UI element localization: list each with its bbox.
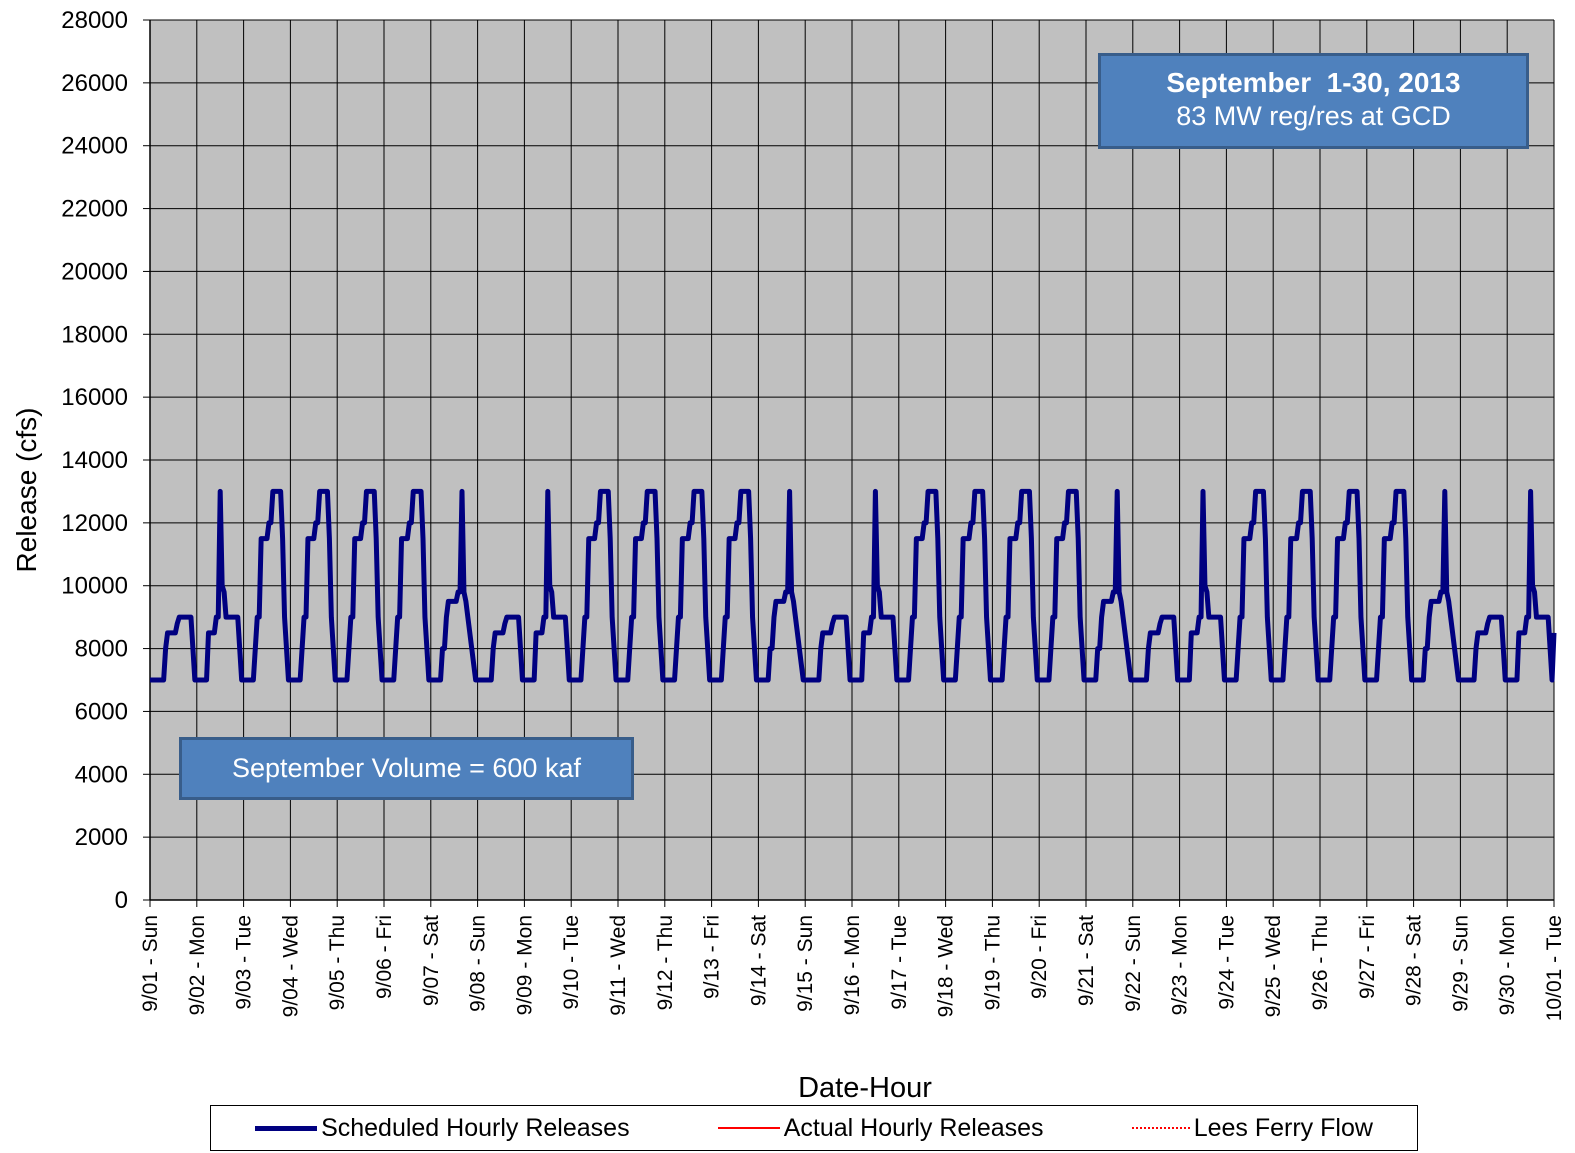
- y-axis-label: Release (cfs): [11, 408, 42, 573]
- legend-item-actual: Actual Hourly Releases: [717, 1113, 1044, 1143]
- chart-subtitle: 83 MW reg/res at GCD: [1176, 101, 1451, 131]
- legend-label-actual: Actual Hourly Releases: [783, 1113, 1044, 1142]
- y-tick-label: 24000: [61, 133, 128, 160]
- x-tick-label: 9/06 - Fri: [373, 915, 396, 999]
- legend-swatch-actual: [717, 1127, 780, 1129]
- x-tick-label: 9/03 - Tue: [233, 915, 256, 1010]
- y-tick-label: 20000: [61, 258, 128, 285]
- legend-item-lees-ferry: Lees Ferry Flow: [1131, 1113, 1373, 1143]
- x-tick-label: 9/24 - Tue: [1215, 915, 1238, 1010]
- chart-title-box: September 1-30, 2013 83 MW reg/res at GC…: [1098, 53, 1529, 149]
- x-tick-label: 9/17 - Tue: [888, 915, 911, 1010]
- y-tick-label: 8000: [75, 636, 128, 663]
- x-tick-label: 9/21 - Sat: [1075, 915, 1098, 1006]
- series-line-scheduled-hourly-releases: [149, 488, 1557, 683]
- x-tick-label: 9/22 - Sun: [1122, 915, 1145, 1012]
- x-tick-label: 9/23 - Mon: [1169, 915, 1192, 1015]
- x-tick-label: 9/29 - Sun: [1449, 915, 1472, 1012]
- y-tick-label: 22000: [61, 196, 128, 223]
- legend-item-scheduled: Scheduled Hourly Releases: [255, 1114, 630, 1143]
- volume-annotation: September Volume = 600 kaf: [179, 737, 634, 800]
- legend-swatch-scheduled: [255, 1125, 318, 1131]
- x-tick-label: 9/13 - Fri: [701, 915, 724, 999]
- y-tick-label: 16000: [61, 384, 128, 411]
- x-tick-label: 9/30 - Mon: [1496, 915, 1519, 1015]
- x-tick-label: 9/18 - Wed: [935, 915, 958, 1017]
- y-tick-label: 10000: [61, 573, 128, 600]
- legend: Scheduled Hourly Releases Actual Hourly …: [210, 1105, 1418, 1151]
- x-tick-label: 9/15 - Sun: [794, 915, 817, 1012]
- x-tick-label: 9/16 - Mon: [841, 915, 864, 1015]
- chart-title: September 1-30, 2013: [1166, 67, 1461, 98]
- x-tick-label: 9/25 - Wed: [1262, 915, 1285, 1017]
- x-tick-label: 9/28 - Sat: [1403, 915, 1426, 1006]
- y-tick-label: 26000: [61, 70, 128, 97]
- x-tick-label: 9/10 - Tue: [560, 915, 583, 1010]
- x-tick-label: 10/01 - Tue: [1543, 915, 1566, 1021]
- y-tick-label: 2000: [75, 824, 128, 851]
- x-tick-label: 9/01 - Sun: [139, 915, 162, 1012]
- x-tick-label: 9/08 - Sun: [467, 915, 490, 1012]
- x-tick-label: 9/27 - Fri: [1356, 915, 1379, 999]
- x-tick-label: 9/12 - Thu: [654, 915, 677, 1010]
- y-tick-label: 28000: [61, 7, 128, 34]
- x-tick-label: 9/07 - Sat: [420, 915, 443, 1006]
- legend-swatch-lees-ferry: [1131, 1127, 1190, 1129]
- y-tick-label: 4000: [75, 761, 128, 788]
- x-tick-label: 9/14 - Sat: [747, 915, 770, 1006]
- legend-label-scheduled: Scheduled Hourly Releases: [321, 1113, 630, 1142]
- x-tick-label: 9/09 - Mon: [513, 915, 536, 1015]
- x-tick-label: 9/02 - Mon: [186, 915, 209, 1015]
- axes: [149, 20, 1554, 901]
- y-tick-label: 14000: [61, 447, 128, 474]
- x-tick-label: 9/04 - Wed: [279, 915, 302, 1017]
- y-tick-label: 18000: [61, 321, 128, 348]
- x-tick-label: 9/05 - Thu: [326, 915, 349, 1010]
- legend-label-lees-ferry: Lees Ferry Flow: [1193, 1113, 1373, 1142]
- y-tick-labels: 0 2000 4000 6000 8000 10000 12000 14000 16000 180…: [61, 7, 128, 914]
- y-tick-label: 12000: [61, 510, 128, 537]
- x-tick-label: 9/19 - Thu: [981, 915, 1004, 1010]
- y-tick-label: 0: [115, 887, 128, 914]
- x-tick-label: 9/20 - Fri: [1028, 915, 1051, 999]
- x-tick-labels: 9/01 - Sun 9/02 - Mon 9/03 - Tue 9/04 - Wed…: [139, 915, 1566, 1021]
- x-tick-label: 9/11 - Wed: [607, 915, 630, 1016]
- y-tick-label: 6000: [75, 698, 128, 725]
- x-axis-label: Date-Hour: [798, 1072, 932, 1104]
- x-tick-label: 9/26 - Thu: [1309, 915, 1332, 1010]
